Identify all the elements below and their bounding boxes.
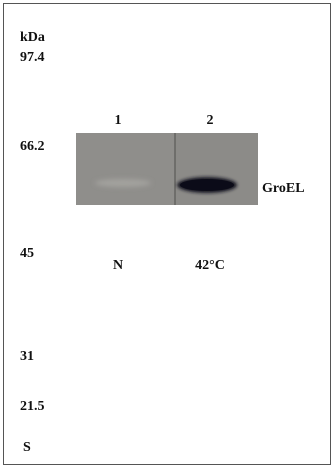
faint-band (95, 179, 151, 187)
unit-label: kDa (20, 30, 45, 45)
band-core (180, 179, 234, 191)
marker-label: S (23, 440, 31, 455)
lane-number: 2 (207, 113, 214, 128)
lane-label: N (113, 258, 123, 273)
marker-label: 45 (20, 246, 34, 261)
marker-label: 97.4 (20, 50, 45, 65)
marker-label: 66.2 (20, 139, 45, 154)
blot-lane (76, 133, 175, 205)
lane-label: 42°C (195, 258, 225, 273)
band-label: GroEL (262, 181, 305, 196)
lane-number: 1 (115, 113, 122, 128)
blot (76, 133, 258, 205)
frame (4, 4, 331, 465)
marker-label: 21.5 (20, 399, 45, 414)
marker-label: 31 (20, 349, 34, 364)
figure: kDa 97.4 66.2 45 31 21.5 S 1 2 GroEL N 4… (0, 0, 335, 469)
